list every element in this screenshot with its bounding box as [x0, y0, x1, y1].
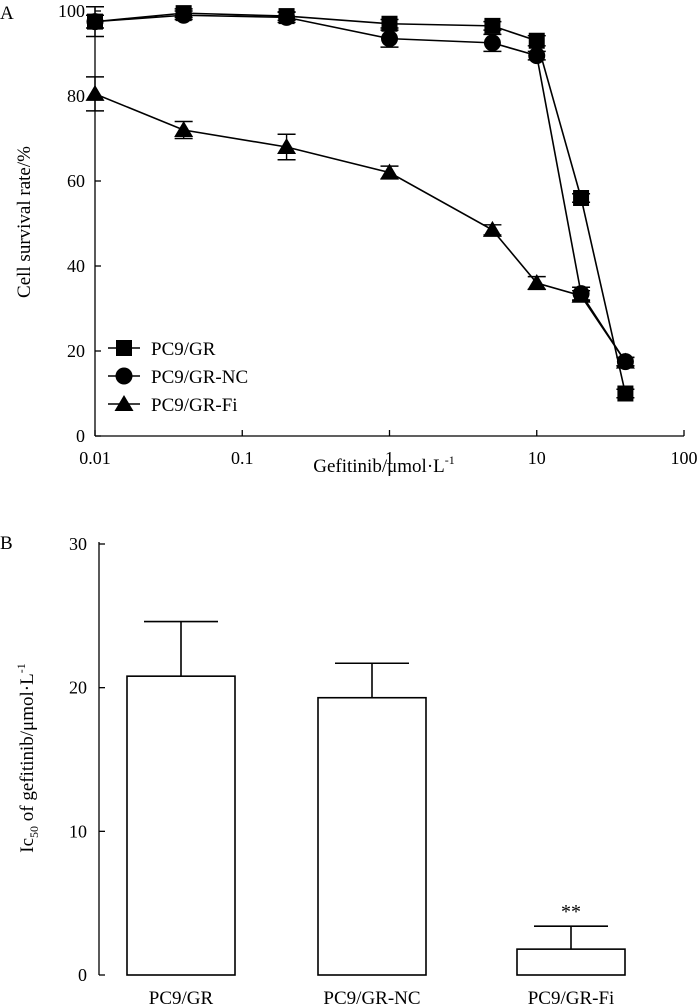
legend-marker — [115, 367, 133, 385]
panel-b-y-axis-title: Ic50 of gefitinib/μmol·L-1 — [14, 663, 41, 852]
panel-a-y-tick-label: 80 — [67, 86, 85, 106]
bar — [516, 948, 626, 976]
data-point — [573, 190, 590, 206]
data-point — [528, 32, 545, 49]
panel-a-x-tick-label: 0.01 — [79, 448, 111, 468]
data-point — [381, 15, 398, 32]
data-point — [277, 138, 297, 154]
panel-a-y-tick-label: 100 — [58, 1, 85, 21]
series-line — [94, 12, 627, 394]
series-line — [94, 93, 627, 363]
panel-a-legend: PC9/GR PC9/GR-NC PC9/GR-Fi — [108, 339, 248, 416]
data-point — [527, 274, 547, 290]
data-point — [381, 30, 398, 48]
panel-b-label: B — [0, 533, 13, 554]
panel-a-x-tick-label: 1 — [385, 448, 394, 468]
panel-b-y-tick-label: 0 — [78, 965, 87, 985]
panel-a-y-axis-title: Cell survival rate/% — [14, 146, 35, 298]
data-point — [278, 8, 295, 25]
data-point — [572, 285, 590, 303]
bar-group-pc9-gr-fi: PC9/GR-Fi ** — [516, 901, 626, 1008]
bar-group-pc9-gr: PC9/GR — [126, 620, 236, 1008]
panel-b-y-tick-label: 30 — [69, 534, 87, 554]
data-point — [87, 13, 103, 30]
significance-label: ** — [561, 901, 581, 923]
panel-a-x-ticks: 0.01 0.1 1 10 100 — [79, 430, 698, 468]
panel-a-y-tick-label: 40 — [67, 256, 85, 276]
data-point — [85, 84, 105, 101]
panel-a-y-tick-label: 60 — [67, 171, 85, 191]
x-category-label: PC9/GR-Fi — [528, 988, 615, 1008]
x-category-label: PC9/GR-NC — [323, 988, 420, 1008]
panel-a-x-axis-title: Gefitinib/μmol·L-1 — [313, 453, 455, 477]
data-point — [380, 163, 399, 180]
data-point — [484, 17, 501, 34]
panel-a-series — [85, 5, 635, 402]
legend-marker — [116, 340, 132, 356]
panel-b-y-ticks: 0 10 20 30 — [69, 534, 105, 985]
data-point — [528, 47, 546, 65]
panel-a-y-tick-label: 20 — [67, 341, 85, 361]
panel-a-y-tick-label: 0 — [76, 426, 85, 446]
data-point — [175, 5, 192, 22]
panel-a-y-ticks: 0 20 40 60 80 100 — [58, 1, 101, 446]
panel-a-label: A — [0, 3, 14, 24]
panel-b-bar-chart: B 0 10 20 30 Ic50 of gefitinib/μmol·L-1 PC9… — [0, 533, 626, 1008]
panel-b-y-tick-label: 20 — [69, 678, 87, 698]
series-pc9-gr — [86, 5, 635, 402]
legend-label: PC9/GR-Fi — [151, 395, 238, 416]
panel-a-x-tick-label: 10 — [528, 448, 546, 468]
panel-a-x-tick-label: 0.1 — [231, 448, 254, 468]
data-point — [482, 220, 502, 237]
series-pc9-gr-fi — [85, 76, 635, 369]
bar-group-pc9-gr-nc: PC9/GR-NC — [317, 662, 427, 1008]
series-line — [94, 14, 627, 363]
data-point — [483, 34, 501, 52]
x-category-label: PC9/GR — [149, 988, 214, 1008]
legend-marker — [114, 395, 134, 411]
panel-b-bars: PC9/GR PC9/GR-NC PC9/GR-Fi ** — [126, 620, 626, 1008]
legend-label: PC9/GR-NC — [151, 367, 248, 388]
data-point — [174, 121, 194, 137]
bar — [317, 696, 427, 976]
panel-a-x-tick-label: 100 — [671, 448, 698, 468]
series-pc9-gr-nc — [86, 6, 635, 371]
panel-a-line-chart: A 0 20 40 60 80 100 0.01 0.1 1 10 100 Cell surviv… — [0, 1, 698, 477]
panel-b-y-tick-label: 10 — [69, 821, 87, 841]
bar — [126, 675, 236, 976]
data-point — [616, 353, 634, 371]
legend-label: PC9/GR — [151, 339, 216, 360]
data-point — [617, 385, 634, 402]
